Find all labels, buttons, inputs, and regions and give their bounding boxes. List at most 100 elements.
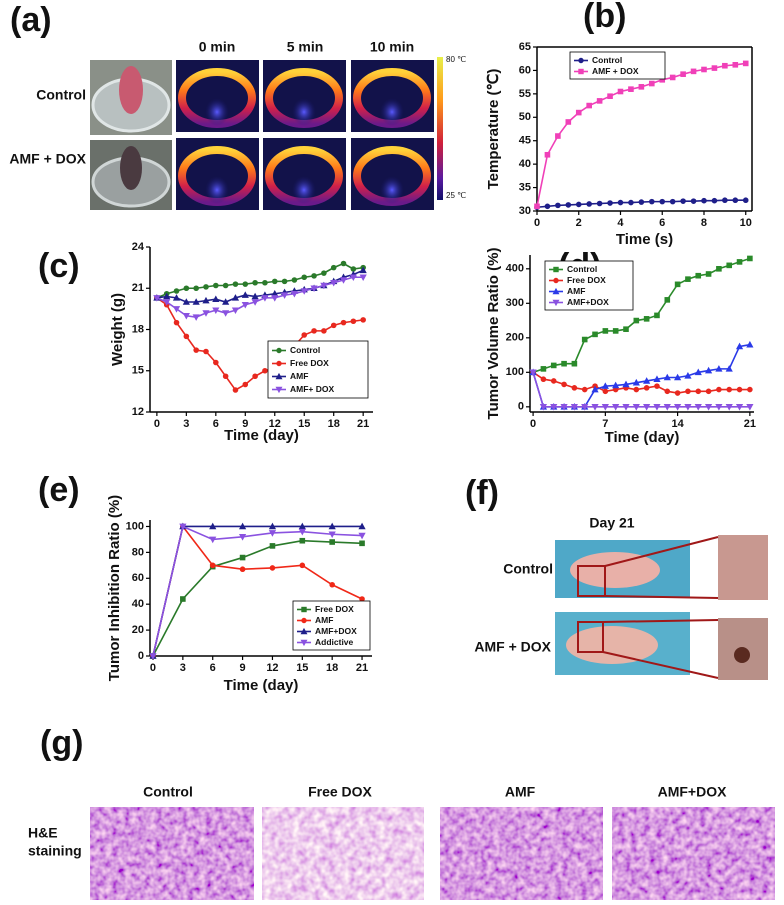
y-tick-label: 50: [519, 111, 531, 123]
x-tick-label: 14: [671, 418, 684, 430]
marker: [649, 198, 655, 205]
color-scale: [437, 57, 443, 200]
x-tick-label: 6: [210, 662, 216, 674]
marker: [359, 266, 367, 274]
marker: [276, 347, 282, 354]
y-tick-label: 80: [132, 546, 144, 558]
marker: [653, 375, 661, 383]
x-tick-label: 4: [617, 217, 624, 229]
marker: [212, 295, 220, 303]
marker: [674, 281, 681, 288]
row-label: staining: [28, 843, 82, 859]
marker: [685, 276, 691, 282]
marker: [742, 60, 749, 67]
legend-label: Control: [567, 264, 597, 274]
y-tick-label: 12: [132, 406, 144, 418]
marker: [311, 328, 317, 334]
day-label: Day 21: [589, 515, 634, 531]
marker: [163, 299, 171, 306]
marker: [704, 366, 713, 374]
marker: [601, 382, 609, 389]
marker: [203, 348, 209, 355]
marker: [552, 287, 560, 295]
y-tick-label: 100: [506, 366, 524, 378]
x-tick-label: 8: [701, 217, 707, 229]
series-line: [152, 524, 363, 657]
thermal-image: [351, 138, 434, 210]
marker: [330, 264, 337, 271]
marker: [612, 404, 620, 411]
marker: [581, 336, 588, 343]
y-axis-label: Tumor Volume Ratio (%): [485, 248, 502, 420]
x-tick-label: 21: [356, 662, 368, 674]
marker: [212, 307, 220, 315]
photo: [555, 535, 768, 680]
x-tick-label: 0: [154, 418, 160, 430]
marker: [725, 404, 733, 411]
thermal-image: [351, 60, 434, 132]
panel-letter: (f): [465, 474, 499, 512]
y-tick-label: 65: [519, 41, 531, 53]
marker: [261, 295, 269, 302]
marker: [163, 292, 171, 300]
marker: [612, 381, 620, 389]
thermal-image: [176, 60, 259, 132]
legend-label: Control: [290, 345, 320, 355]
marker: [544, 203, 551, 210]
x-tick-label: 6: [659, 217, 665, 229]
marker: [311, 273, 317, 279]
y-tick-label: 0: [518, 401, 524, 413]
marker: [300, 639, 308, 647]
marker: [301, 617, 307, 624]
x-tick-label: 0: [150, 662, 156, 674]
marker: [241, 301, 249, 309]
marker: [239, 554, 246, 561]
marker: [578, 68, 584, 75]
marker: [722, 197, 728, 204]
y-tick-label: 24: [132, 241, 145, 253]
x-axis-label: Time (day): [224, 677, 299, 694]
marker: [622, 380, 630, 388]
thermal-image: [263, 138, 346, 210]
marker: [360, 317, 366, 323]
x-tick-label: 21: [744, 418, 756, 430]
marker: [565, 119, 572, 125]
photo: [90, 60, 172, 210]
marker: [329, 539, 335, 545]
x-tick-label: 9: [242, 418, 248, 430]
y-tick-label: 200: [506, 332, 524, 344]
marker: [722, 62, 728, 69]
y-tick-label: 0: [138, 650, 144, 662]
marker: [684, 404, 692, 411]
column-label: Free DOX: [308, 784, 372, 800]
row-label: Control: [36, 87, 86, 103]
time-label: 5 min: [287, 39, 324, 55]
marker: [550, 362, 557, 369]
marker: [602, 388, 609, 395]
marker: [581, 386, 588, 393]
marker: [747, 386, 753, 393]
marker: [684, 371, 692, 379]
marker: [359, 274, 367, 282]
thermal-image: [176, 138, 259, 210]
marker: [622, 404, 630, 411]
x-axis-label: Time (s): [616, 231, 673, 248]
column-label: AMF+DOX: [658, 784, 728, 800]
marker: [715, 404, 723, 411]
marker: [242, 381, 249, 388]
marker: [271, 295, 279, 302]
marker: [173, 288, 180, 294]
marker: [281, 278, 288, 285]
marker: [578, 57, 584, 64]
marker: [736, 386, 743, 393]
marker: [359, 540, 365, 547]
marker: [726, 386, 733, 393]
marker: [674, 404, 682, 411]
marker: [290, 290, 299, 298]
marker: [690, 68, 697, 75]
marker: [298, 522, 306, 530]
row-label: AMF + DOX: [9, 151, 86, 167]
time-label: 10 min: [370, 39, 414, 55]
marker: [617, 88, 624, 95]
